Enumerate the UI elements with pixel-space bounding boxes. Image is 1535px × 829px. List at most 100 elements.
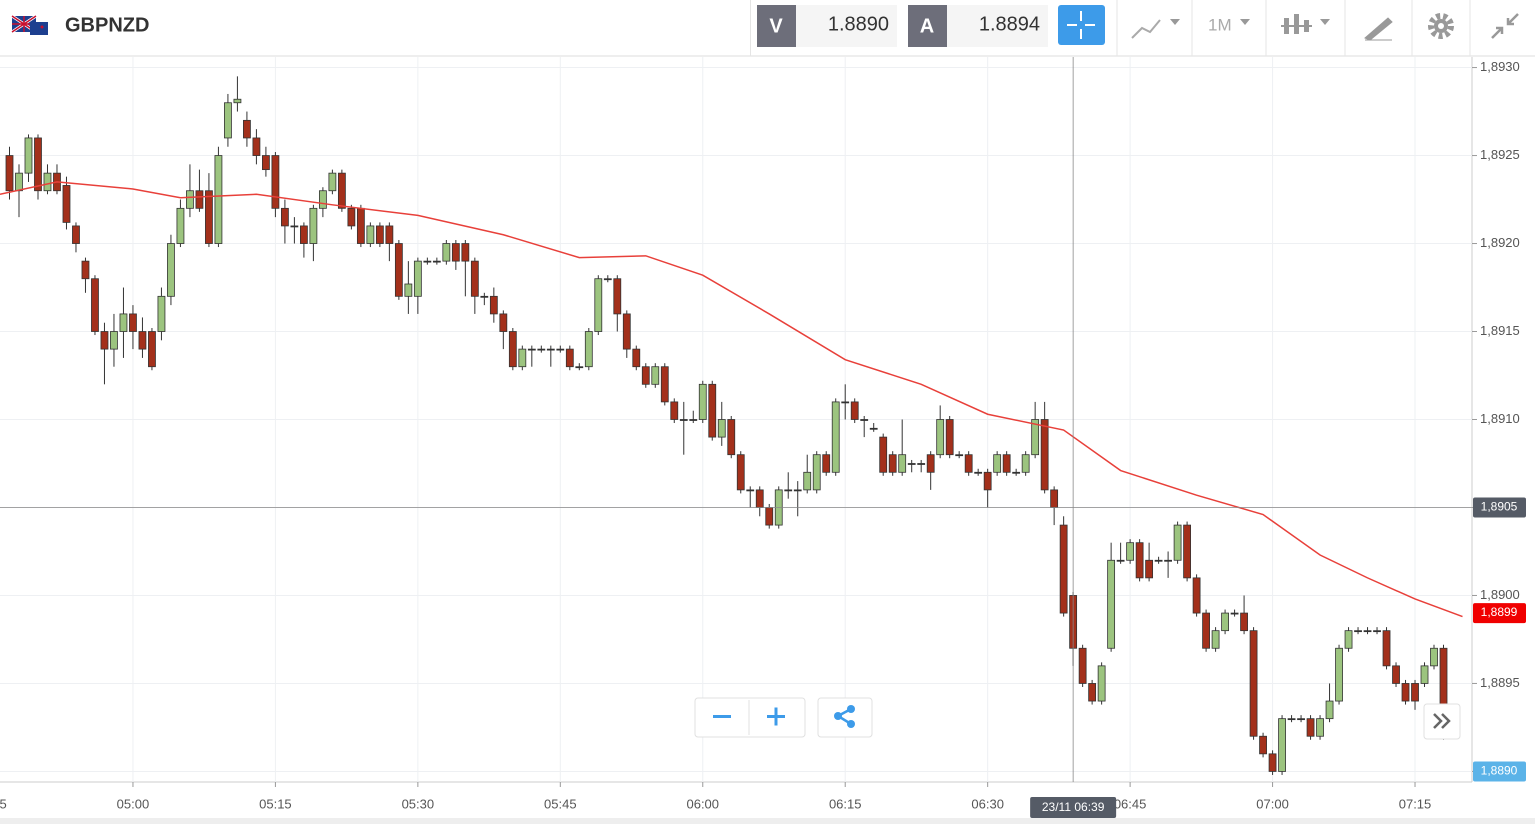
dropdown (1170, 19, 1180, 25)
candle-body (224, 102, 232, 139)
candle-body (1211, 630, 1220, 649)
candle-icon[interactable] (1281, 14, 1312, 34)
zoom-out[interactable] (713, 715, 731, 718)
candle-body (1107, 559, 1116, 649)
candle-body (489, 295, 498, 315)
candle-body (926, 454, 935, 473)
candle-body (546, 348, 555, 351)
dropdown (1240, 19, 1250, 25)
settings-hole (1438, 23, 1444, 29)
candle-body (632, 348, 641, 368)
candle-body (575, 366, 584, 369)
chart-type-icon[interactable] (1131, 19, 1161, 39)
candle-body (461, 243, 470, 262)
candle-body (43, 172, 52, 192)
candle-body (34, 137, 42, 192)
bid-button[interactable] (757, 5, 796, 47)
candle-body (347, 207, 356, 227)
crosshair-button[interactable] (1058, 5, 1105, 45)
zoom-in[interactable] (767, 707, 785, 726)
low-marker-box (1473, 761, 1526, 782)
candle-body (727, 419, 736, 456)
candle-body (24, 137, 33, 174)
candle-body (1230, 612, 1239, 615)
candle-body (214, 155, 223, 244)
candle-body (945, 419, 954, 456)
share-dot (847, 705, 855, 713)
candle-body (394, 243, 403, 297)
candle-body (1401, 683, 1410, 702)
candle-body (755, 489, 764, 508)
candle-body (898, 454, 907, 473)
candle-body (1012, 471, 1021, 474)
y-tick-label: 1,8910 (1480, 411, 1520, 426)
ask-box (947, 5, 1048, 47)
candle-body (1145, 559, 1154, 579)
share-button[interactable] (817, 697, 873, 738)
candle-body (518, 348, 527, 368)
candle-body (869, 427, 878, 430)
candle-body (1354, 630, 1362, 633)
candle-body (983, 471, 992, 491)
ask-label: A (920, 15, 934, 37)
divider (750, 0, 751, 56)
price-marker-label: 1,8899 (1481, 605, 1518, 619)
candle-body (831, 401, 840, 473)
candle-body (527, 348, 536, 351)
bottom-strip (0, 818, 1535, 824)
candle-body (290, 225, 299, 228)
candle-body (584, 331, 593, 368)
candle-body (1164, 559, 1173, 562)
candle-body (1031, 419, 1040, 456)
candle-body (594, 278, 603, 332)
candle-body (974, 471, 983, 474)
timeframe[interactable]: 1M (1208, 15, 1232, 34)
candle-body (1373, 630, 1381, 633)
candle-body (993, 454, 1002, 473)
share-dot (834, 712, 842, 720)
candle-body (508, 331, 517, 368)
candle-body (470, 260, 479, 297)
candle-body (1249, 630, 1258, 737)
candle-body (148, 331, 156, 368)
ask-button[interactable] (908, 5, 947, 47)
x-tick-label: 05:45 (544, 796, 577, 811)
candle-body (603, 278, 612, 281)
crosshair-time-label: 23/11 06:39 (1042, 800, 1105, 814)
draw-icon[interactable] (1364, 17, 1393, 41)
candle-body (613, 278, 622, 315)
candle-body (366, 225, 375, 244)
candle-body (15, 172, 23, 192)
toolbar: GBPNZD V 1.8890 A 1.8894 1M (0, 0, 1535, 57)
candle-body (812, 454, 821, 491)
y-tick-label: 1,8930 (1480, 59, 1520, 74)
candle-body (423, 260, 432, 263)
candle-body (907, 463, 916, 465)
crosshair-price-label: 1,8905 (1481, 500, 1518, 514)
candle-body (243, 119, 251, 139)
bid-box (796, 5, 897, 47)
candle-body (1268, 753, 1277, 772)
candle-body (1382, 630, 1391, 667)
flag-star (40, 25, 44, 29)
candle-body (822, 454, 831, 473)
candle-body (205, 190, 213, 244)
candle-body (793, 489, 802, 492)
candle-body (186, 190, 194, 209)
candle-body (167, 243, 175, 297)
candle-body (717, 419, 726, 438)
candle-body (746, 489, 755, 492)
candle-body (1192, 577, 1201, 614)
symbol: GBPNZD (65, 14, 149, 36)
candle-body (262, 155, 270, 171)
candle-body (1420, 665, 1429, 684)
x-tick-label: 06:00 (686, 796, 719, 811)
settings-icon[interactable] (1428, 13, 1454, 39)
candle-body (708, 383, 717, 438)
flag-nz (30, 22, 48, 35)
x-tick-label: 05:30 (402, 796, 435, 811)
collapse-icon[interactable] (1491, 13, 1519, 39)
x-tick-label: 06:45 (1114, 796, 1147, 811)
candle-body (81, 260, 90, 280)
